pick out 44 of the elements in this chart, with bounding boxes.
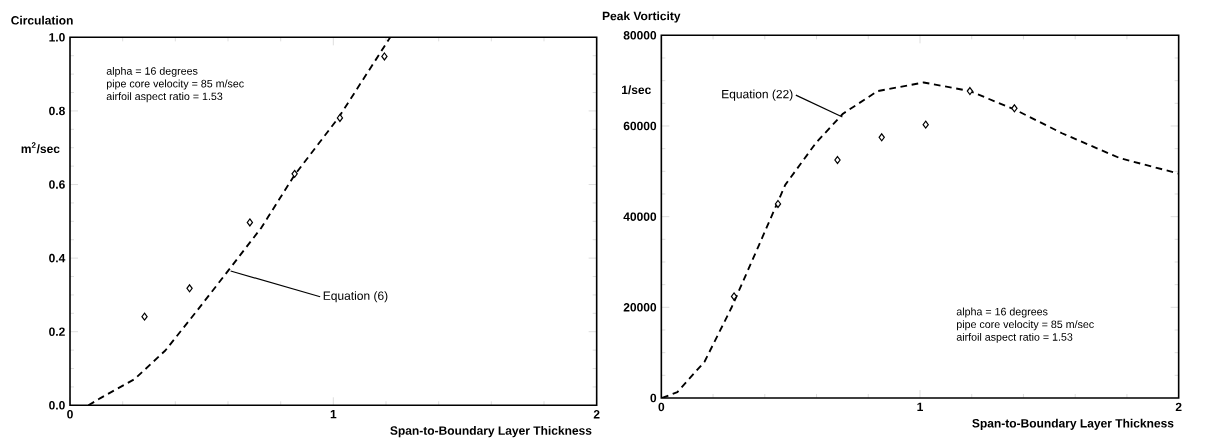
annotation: Equation (22) bbox=[722, 89, 793, 101]
x-tick-label: 1 bbox=[917, 402, 923, 411]
annotation: pipe core velocity = 85 m/sec bbox=[957, 320, 1094, 331]
point bbox=[966, 87, 974, 96]
point bbox=[834, 155, 841, 165]
point bbox=[186, 284, 193, 293]
y-tick-label: 40000 bbox=[623, 212, 657, 221]
y-tick-label: 20000 bbox=[623, 303, 657, 312]
x-tick-label: 0 bbox=[67, 410, 73, 419]
point bbox=[1011, 104, 1018, 113]
point bbox=[291, 169, 298, 178]
point bbox=[922, 120, 929, 129]
point bbox=[730, 292, 738, 301]
y-tick-label: 0.2 bbox=[49, 327, 65, 336]
x-tick-label: 2 bbox=[1175, 402, 1182, 412]
point bbox=[141, 312, 148, 321]
chart-title: Circulation bbox=[11, 15, 73, 25]
point bbox=[774, 199, 782, 209]
point bbox=[878, 133, 885, 142]
y-tick-label: 0.4 bbox=[49, 253, 66, 263]
y-tick-label: 0.8 bbox=[49, 106, 65, 116]
y-tick-label: 0.6 bbox=[49, 180, 65, 189]
point bbox=[381, 52, 388, 61]
point bbox=[246, 218, 254, 227]
y-tick-label: 1.0 bbox=[49, 33, 65, 42]
y-axis-title: 1/sec bbox=[622, 85, 651, 95]
chart-title: Peak Vorticity bbox=[602, 11, 681, 23]
y-tick-label: 60000 bbox=[623, 121, 657, 131]
annotation: alpha = 16 degrees bbox=[956, 307, 1048, 318]
y-axis-title: m$^{2}$/sec bbox=[21, 142, 60, 154]
x-tick-label: 2 bbox=[593, 410, 600, 419]
y-tick-label: 80000 bbox=[623, 31, 657, 40]
annotation: airfoil aspect ratio = 1.53 bbox=[106, 92, 223, 103]
annotation: airfoil aspect ratio = 1.53 bbox=[956, 332, 1073, 343]
annotation: Equation (6) bbox=[323, 291, 388, 303]
x-tick-label: 1 bbox=[330, 410, 337, 419]
annotation: alpha = 16 degrees bbox=[106, 66, 198, 77]
x-tick-label: 0 bbox=[658, 402, 665, 412]
y-tick-label: 0 bbox=[650, 393, 657, 403]
x-axis-title: Span-to-Boundary Layer Thickness bbox=[390, 426, 592, 438]
x-axis-title: Span-to-Boundary Layer Thickness bbox=[972, 418, 1174, 430]
point bbox=[336, 113, 344, 122]
annotation: pipe core velocity = 85 m/sec bbox=[106, 79, 244, 90]
y-tick-label: 0.0 bbox=[49, 401, 65, 410]
